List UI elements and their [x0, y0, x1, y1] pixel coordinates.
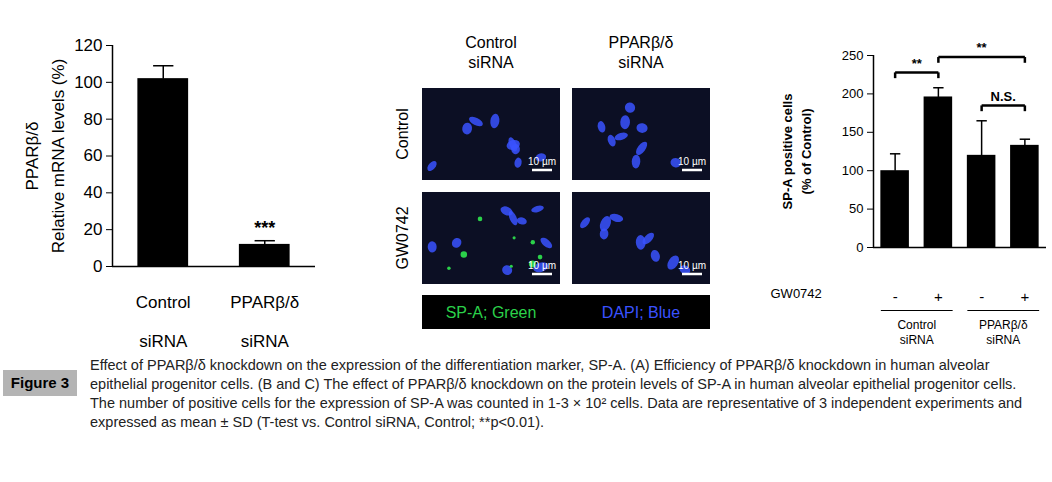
svg-text:PPARβ/δsiRNA: PPARβ/δsiRNA — [609, 34, 674, 71]
svg-text:DAPI; Blue: DAPI; Blue — [602, 304, 680, 321]
svg-text:**: ** — [912, 56, 923, 71]
svg-text:200: 200 — [842, 86, 864, 101]
html-text:Effect of PPARβ/δ knockdown on: Effect of PPARβ/δ knockdown on the expre… — [90, 357, 1023, 430]
html-text:Figure 3: Figure 3 — [10, 374, 70, 391]
svg-text:0: 0 — [856, 240, 863, 255]
svg-text:**: ** — [977, 40, 988, 55]
svg-text:10 µm: 10 µm — [678, 156, 706, 167]
svg-text:100: 100 — [842, 163, 864, 178]
svg-text:20: 20 — [84, 220, 103, 239]
svg-text:Control: Control — [394, 108, 411, 160]
svg-text:150: 150 — [842, 124, 864, 139]
svg-text:250: 250 — [842, 48, 864, 63]
svg-text:ControlsiRNA: ControlsiRNA — [465, 34, 517, 71]
svg-text:100: 100 — [74, 73, 102, 92]
svg-text:10 µm: 10 µm — [528, 156, 556, 167]
svg-text:+: + — [934, 288, 943, 305]
svg-text:ControlsiRNA: ControlsiRNA — [136, 293, 191, 351]
svg-text:120: 120 — [74, 36, 102, 55]
svg-text:10 µm: 10 µm — [528, 260, 556, 271]
svg-text:SP-A positive cells(% of Contr: SP-A positive cells(% of Control) — [780, 94, 815, 210]
svg-text:-: - — [979, 288, 984, 305]
svg-text:0: 0 — [93, 257, 102, 276]
svg-text:N.S.: N.S. — [991, 89, 1016, 104]
svg-text:10 µm: 10 µm — [678, 260, 706, 271]
svg-text:60: 60 — [84, 146, 103, 165]
svg-text:GW0742: GW0742 — [771, 286, 822, 301]
svg-text:***: *** — [254, 218, 275, 238]
svg-text:GW0742: GW0742 — [394, 206, 411, 269]
svg-text:+: + — [1020, 288, 1029, 305]
svg-text:50: 50 — [849, 201, 863, 216]
svg-text:PPARβ/δsiRNA: PPARβ/δsiRNA — [979, 318, 1028, 348]
svg-text:-: - — [893, 288, 898, 305]
svg-text:ControlsiRNA: ControlsiRNA — [897, 318, 936, 348]
svg-text:PPARβ/δsiRNA: PPARβ/δsiRNA — [230, 293, 299, 351]
svg-text:40: 40 — [84, 183, 103, 202]
svg-text:SP-A; Green: SP-A; Green — [446, 304, 537, 321]
svg-text:80: 80 — [84, 110, 103, 129]
svg-text:PPARβ/δRelative mRNA levels (%: PPARβ/δRelative mRNA levels (%) — [23, 59, 68, 254]
